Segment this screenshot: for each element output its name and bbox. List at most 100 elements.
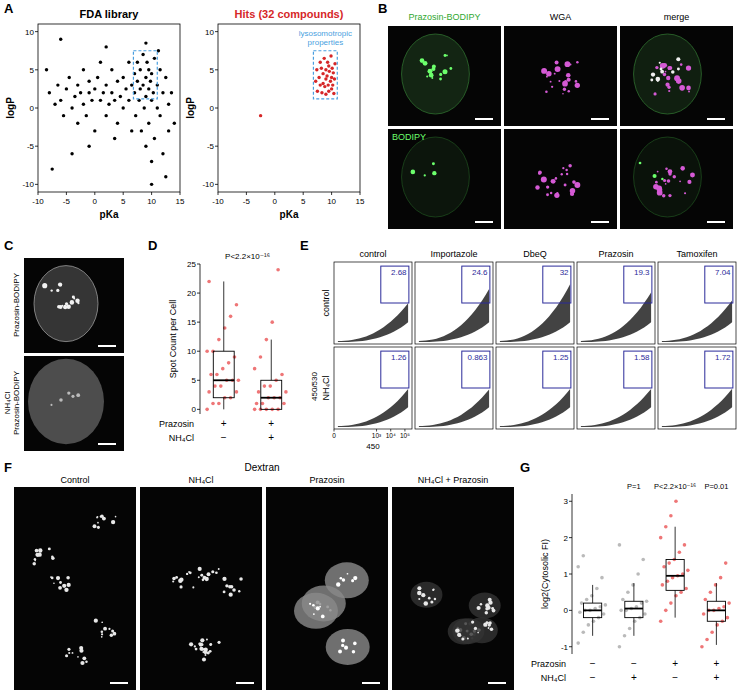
point [93,129,96,132]
point [331,83,334,86]
point [700,645,704,649]
point [631,583,635,587]
vesicle [426,75,428,77]
vesicle [483,622,487,626]
point [96,76,99,79]
gate-percent: 1.26 [391,353,407,362]
whisker [633,618,634,636]
y-tick-label: 10 [187,347,196,356]
point [144,41,147,44]
x-tick [66,192,67,195]
vesicle [673,175,676,178]
gate [705,351,733,388]
vesicle [554,73,556,75]
vesicle [565,169,568,172]
point [280,373,284,377]
gate-percent: 24.6 [472,268,488,277]
scale-bar [591,118,609,120]
point [141,53,144,56]
point [333,62,336,65]
point [124,87,127,90]
point [709,590,713,594]
condition-name: Prazosin [531,659,566,669]
point [217,402,221,406]
point [141,83,144,86]
y-tick-label: 5 [192,376,197,385]
point [170,91,173,94]
vesicle [424,601,429,606]
point [147,122,150,125]
vesicle [690,173,695,178]
vesicle [491,607,494,610]
point [314,80,317,83]
point [53,102,56,105]
point [669,514,673,518]
vesicle [538,171,542,175]
gate-percent: 1.25 [553,353,569,362]
scale-bar [98,443,116,445]
point [153,137,156,140]
y-tick-label: 25 [187,260,196,269]
vesicle [189,642,193,646]
whisker [716,621,717,645]
point [704,598,708,602]
image-background [504,26,617,126]
p-value: P=1 [627,482,641,491]
point [679,590,683,594]
vesicle [661,178,663,180]
image-background [388,129,501,229]
point [659,619,663,623]
point [333,77,336,80]
median [261,397,282,399]
cell-population [581,292,651,342]
micrograph [24,258,124,353]
vesicle [352,650,355,653]
point [76,83,79,86]
point [156,106,159,109]
point [330,87,333,90]
point [329,80,332,83]
y-tick-label: 20 [187,289,196,298]
point [714,583,718,587]
vesicle [351,579,354,582]
condition-value: + [713,672,719,683]
vesicle [198,567,202,571]
vesicle [77,656,79,658]
vesicle [218,568,220,570]
vesicle [485,611,488,614]
chart-title: FDA library [80,8,140,20]
point [149,80,152,83]
point [104,83,107,86]
vesicle [51,556,53,558]
vesicle [42,283,47,288]
vesicle [488,627,490,629]
point [215,373,219,377]
cell-body [634,34,702,114]
scale-bar [707,118,725,120]
vesicle [564,184,567,187]
point [127,99,130,102]
cell-body [325,562,369,598]
point [143,106,146,109]
cell-population [662,300,732,342]
vesicle [94,619,98,623]
point [329,54,332,57]
vesicle [480,603,483,606]
point [619,609,623,613]
x-tick-label: 15 [356,197,365,206]
gate [624,351,652,388]
median [584,609,602,611]
vesicle [660,68,663,71]
panel-letter: A [4,1,14,16]
vesicle [665,71,667,73]
point [325,74,328,77]
vesicle [35,549,39,553]
point [636,572,640,576]
vesicle [665,167,668,170]
point [319,60,322,63]
chart-title: Hits (32 compounds) [235,8,344,20]
x-tick [180,192,181,195]
vesicle [72,652,74,654]
x-tick-label: -10 [32,197,44,206]
vesicle [96,516,98,518]
